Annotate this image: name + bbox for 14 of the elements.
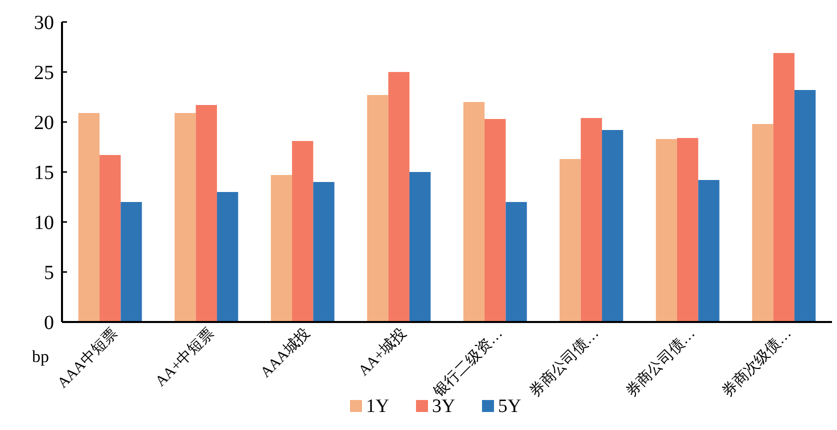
y-tick-label: 20 — [34, 112, 54, 134]
y-axis-title: bp — [32, 347, 49, 366]
x-tick-label: 券商公司债… — [622, 324, 698, 400]
legend-label: 3Y — [432, 396, 456, 417]
x-tick-label: 券商公司债… — [526, 324, 602, 400]
legend-label: 5Y — [498, 396, 522, 417]
y-tick-label: 25 — [34, 62, 54, 84]
y-tick-label: 0 — [44, 312, 54, 334]
y-tick-label: 10 — [34, 212, 54, 234]
y-tick-label: 30 — [34, 12, 54, 34]
y-tick-label: 5 — [44, 262, 54, 284]
x-tick-label: 券商次级债… — [719, 324, 795, 400]
legend-label: 1Y — [366, 396, 390, 417]
y-tick-label: 15 — [34, 162, 54, 184]
